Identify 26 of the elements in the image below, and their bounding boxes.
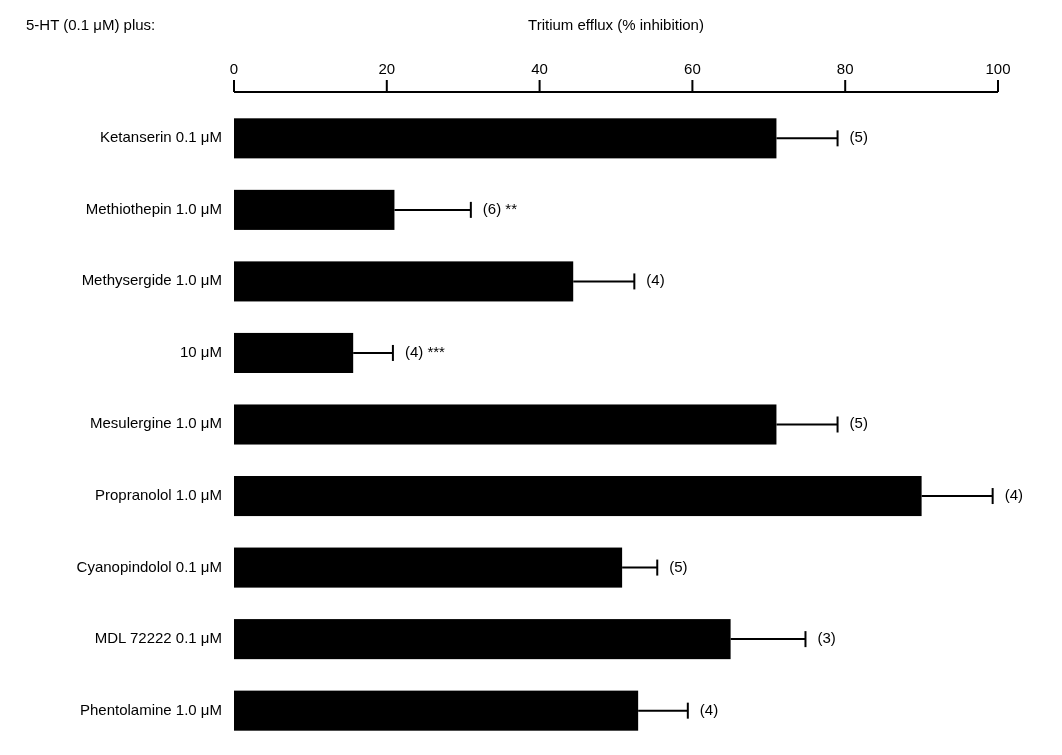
annotation: (6) ** bbox=[482, 199, 518, 217]
y-tick-label: MDL 72222 0.1 μM bbox=[94, 629, 222, 647]
annotation: (5) bbox=[849, 414, 868, 432]
y-tick-label: Ketanserin 0.1 μM bbox=[99, 128, 222, 146]
y-tick-label: Cyanopindolol 0.1 μM bbox=[76, 557, 222, 575]
annotation: (5) bbox=[669, 557, 688, 575]
x-tick-label: 20 bbox=[378, 60, 396, 77]
annotation: (4) bbox=[646, 271, 665, 289]
annotation: (5) bbox=[849, 128, 868, 146]
x-tick-label: 40 bbox=[531, 60, 548, 77]
y-tick-label: Methysergide 1.0 μM bbox=[81, 271, 222, 289]
y-axis-title: 5-HT (0.1 μM) plus: bbox=[26, 16, 156, 33]
y-tick-label: Propranolol 1.0 μM bbox=[94, 486, 222, 504]
x-tick-label: 80 bbox=[836, 60, 854, 77]
y-tick-label: Methiothepin 1.0 μM bbox=[85, 199, 222, 217]
x-axis-title: Tritium efflux (% inhibition) bbox=[528, 16, 704, 33]
y-tick-label: Phentolamine 1.0 μM bbox=[79, 700, 222, 718]
x-tick-label: 100 bbox=[985, 60, 1011, 77]
x-tick-label: 0 bbox=[229, 60, 239, 77]
y-tick-label: Mesulergine 1.0 μM bbox=[89, 414, 222, 432]
y-tick-label: 10 μM bbox=[180, 342, 222, 360]
annotation: (4) bbox=[1004, 486, 1023, 504]
annotation: (4) bbox=[699, 700, 719, 718]
x-tick-label: 60 bbox=[684, 60, 701, 77]
annotation: (4) *** bbox=[404, 342, 446, 360]
annotation: (3) bbox=[817, 629, 836, 647]
